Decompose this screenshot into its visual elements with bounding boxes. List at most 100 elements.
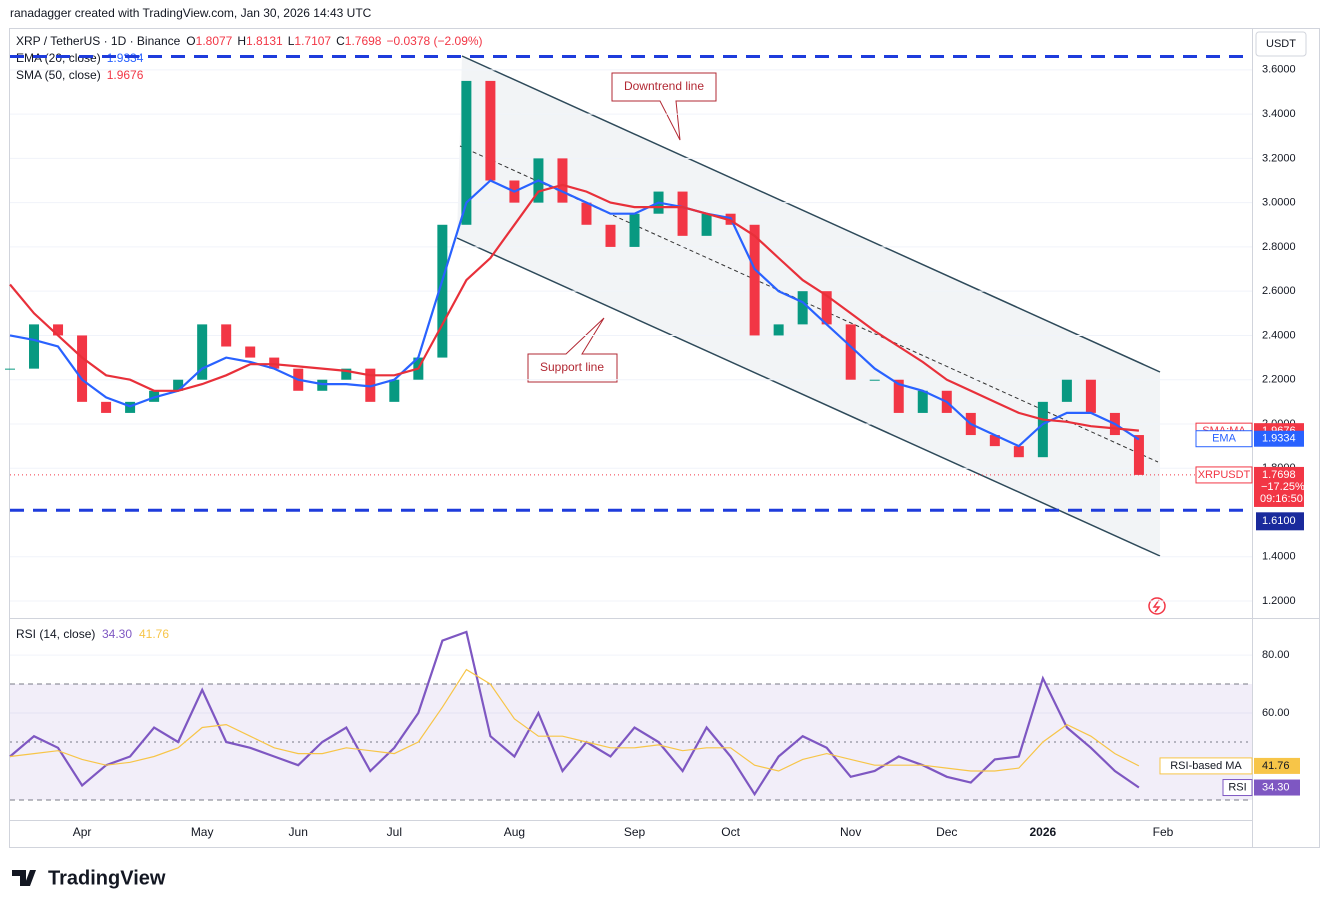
price-label-value: 1.9334 [1262, 433, 1296, 445]
downtrend-line [461, 55, 1161, 373]
rsi-title: RSI (14, close) [16, 627, 95, 641]
candle [1085, 379, 1096, 413]
y-tick-label: 1.2000 [1262, 595, 1296, 607]
candle [485, 80, 496, 181]
candle [893, 379, 904, 413]
level-label: 1.6100 [1262, 515, 1296, 527]
rsi-label-value: 41.76 [1262, 760, 1290, 772]
candle [5, 368, 15, 370]
candle [221, 324, 232, 347]
candle [869, 379, 880, 381]
price-label-countdown: 09:16:50 [1260, 493, 1303, 505]
x-tick-label: Jun [289, 825, 308, 839]
price-label-name: XRPUSDT [1198, 469, 1251, 481]
alert-icon[interactable] [1148, 597, 1166, 615]
legend: XRP / TetherUS · 1D · Binance O1.8077 H1.8… [16, 34, 483, 82]
candle [845, 324, 856, 380]
open: 1.8077 [196, 34, 233, 48]
candle [989, 435, 1000, 447]
price-label-name-box [1195, 466, 1253, 484]
y-tick-label: 60.00 [1262, 707, 1290, 719]
ema-legend: EMA (20, close) 1.9334 [16, 51, 144, 65]
candle [1061, 379, 1072, 402]
price-label-name: EMA [1212, 433, 1237, 445]
candle [437, 224, 448, 358]
candle [677, 191, 688, 236]
y-tick-label: 2.8000 [1262, 241, 1296, 253]
sma-legend: SMA (50, close) 1.9676 [16, 68, 144, 82]
candle [29, 324, 40, 369]
x-tick-label: Apr [73, 825, 92, 839]
y-tick-label: 1.4000 [1262, 551, 1296, 563]
symbol: XRP / TetherUS · 1D · Binance O1.8077 H1.8… [16, 34, 483, 48]
callout-box [611, 72, 717, 141]
rsi-label-value: 34.30 [1262, 781, 1290, 793]
author-line: ranadagger created with TradingView.com,… [10, 6, 372, 20]
series-line [9, 668, 1140, 772]
rsi-label-name: RSI [1228, 781, 1246, 793]
x-tick-label: Jul [387, 825, 402, 839]
x-tick-label: Oct [721, 825, 740, 839]
ohlc-label: O [186, 34, 195, 48]
candle [605, 224, 616, 247]
candle [629, 213, 640, 247]
x-tick-label: Nov [840, 825, 861, 839]
price-label-box [1254, 430, 1304, 447]
sma-name: SMA (50, close) [16, 68, 101, 82]
candle [701, 213, 712, 236]
currency[interactable]: USDT [1266, 38, 1296, 50]
series-line [9, 179, 1140, 448]
y-tick-label: 2.6000 [1262, 285, 1296, 297]
candle [389, 379, 400, 402]
candle [245, 346, 256, 358]
ohlc-label: C [336, 34, 345, 48]
sma-value: 1.9676 [107, 68, 144, 82]
candle [341, 368, 352, 380]
rsi-label-name: RSI-based MA [1170, 760, 1242, 772]
price-label-value: 1.7698 [1262, 469, 1296, 481]
level-label-box [1256, 512, 1304, 531]
candle [557, 158, 568, 203]
ema-name: EMA (20, close) [16, 51, 101, 65]
high: 1.8131 [246, 34, 283, 48]
x-tick-label: 2026 [1030, 825, 1057, 839]
rsi-title-value: 41.76 [139, 627, 169, 641]
y-tick-label: 3.4000 [1262, 108, 1296, 120]
y-tick-label: 2.4000 [1262, 329, 1296, 341]
x-tick-label: May [191, 825, 214, 839]
callout-text: Downtrend line [624, 79, 704, 93]
symbol-name: XRP / TetherUS · 1D · Binance [16, 34, 181, 48]
ema-value: 1.9334 [107, 51, 144, 65]
callout-box [527, 317, 618, 383]
y-tick-label: 80.00 [1262, 649, 1290, 661]
candle [581, 202, 592, 225]
series-line [9, 630, 1140, 797]
rsi-label-box [1254, 757, 1300, 774]
candle [797, 291, 808, 325]
candle [365, 368, 376, 402]
candle [1037, 401, 1048, 458]
alert-bolt [1152, 599, 1161, 613]
x-tick-label: Aug [504, 825, 525, 839]
rsi-title-value: 34.30 [102, 627, 132, 641]
price-label-name-box [1195, 430, 1253, 448]
candle [173, 379, 184, 391]
candle [101, 401, 112, 413]
candle [77, 335, 88, 402]
y-tick-label: 3.6000 [1262, 64, 1296, 76]
candle [53, 324, 64, 336]
rsi-label-name-box [1159, 757, 1253, 775]
x-tick-label: Dec [936, 825, 957, 839]
series-line [9, 183, 1140, 432]
ohlc-label: H [237, 34, 246, 48]
close: 1.7698 [345, 34, 382, 48]
rsi-label-name-box [1222, 779, 1253, 797]
currency-button[interactable] [1255, 31, 1307, 57]
low: 1.7107 [294, 34, 331, 48]
logo-mark [12, 870, 36, 886]
chart-frame [9, 28, 1320, 848]
candle [821, 291, 832, 325]
candle [1133, 435, 1144, 475]
callout-text: Support line [540, 360, 604, 374]
candle [317, 379, 328, 391]
